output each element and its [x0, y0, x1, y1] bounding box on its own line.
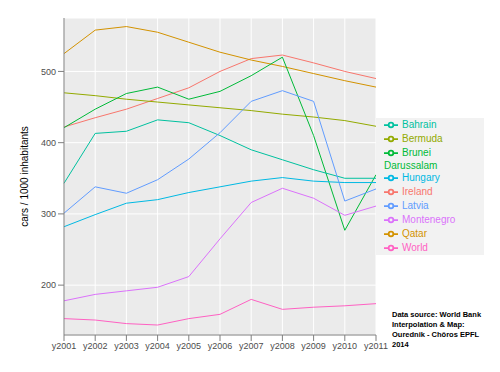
html-text:Ireland: Ireland	[402, 185, 433, 197]
svg-text:300: 300	[41, 209, 56, 219]
html-text:Data source: World Bank: Data source: World Bank	[392, 310, 482, 319]
svg-text:y2007: y2007	[239, 341, 264, 351]
html-text:2014: 2014	[392, 340, 409, 349]
svg-text:200: 200	[41, 280, 56, 290]
svg-text:y2009: y2009	[301, 341, 326, 351]
html-text:Bermuda: Bermuda	[402, 132, 443, 144]
svg-text:y2002: y2002	[83, 341, 108, 351]
html-text:Bahrain: Bahrain	[402, 118, 437, 130]
svg-text:y2004: y2004	[145, 341, 170, 351]
svg-text:400: 400	[41, 138, 56, 148]
html-text:Ourednik - Chôros EPFL: Ourednik - Chôros EPFL	[392, 330, 480, 339]
svg-text:y2010: y2010	[333, 341, 358, 351]
svg-text:y2003: y2003	[114, 341, 139, 351]
html-text:Brunei Darussalam: Brunei Darussalam	[384, 146, 438, 171]
svg-text:y2006: y2006	[208, 341, 233, 351]
svg-text:y2011: y2011	[364, 341, 388, 351]
html-text:Interpolation & Map:: Interpolation & Map:	[392, 320, 465, 329]
svg-text:cars / 1000 inhabitants: cars / 1000 inhabitants	[19, 126, 30, 227]
svg-text:y2005: y2005	[177, 341, 202, 351]
html-text:Latvia: Latvia	[402, 199, 429, 211]
svg-text:y2008: y2008	[270, 341, 295, 351]
svg-text:y2001: y2001	[52, 341, 77, 351]
svg-text:500: 500	[41, 67, 56, 77]
html-text:Qatar: Qatar	[402, 227, 427, 239]
html-text:World: World	[402, 241, 428, 253]
html-text:Hungary: Hungary	[402, 171, 440, 183]
html-text:Montenegro: Montenegro	[402, 213, 456, 225]
